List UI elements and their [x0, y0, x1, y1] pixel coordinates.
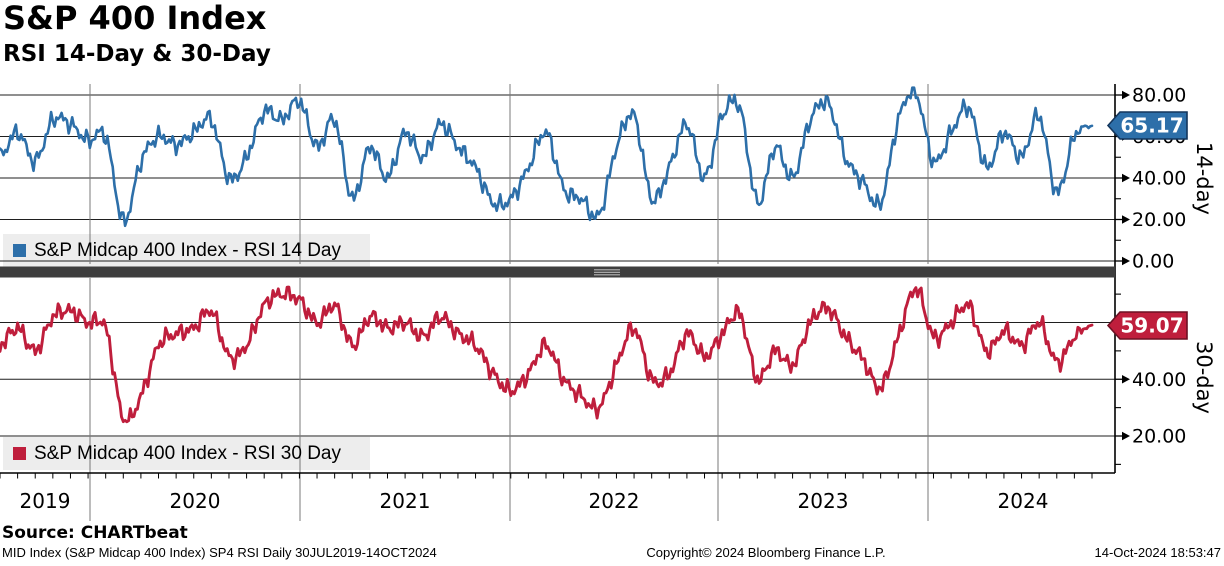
page-subtitle: RSI 14-Day & 30-Day — [3, 41, 271, 67]
legend-rsi30[interactable]: S&P Midcap 400 Index - RSI 30 Day — [3, 437, 370, 470]
series-line-rsi30 — [0, 285, 1094, 424]
y-tick-label: 20.00 — [1132, 426, 1186, 448]
legend-swatch-rsi14-icon — [13, 244, 26, 257]
y-tick-arrow-icon — [1122, 90, 1130, 100]
year-label: 2019 — [20, 489, 71, 513]
year-label: 2022 — [589, 489, 640, 513]
year-label: 2024 — [998, 489, 1049, 513]
y-tick-arrow-icon — [1122, 375, 1130, 384]
legend-label-rsi14: S&P Midcap 400 Index - RSI 14 Day — [34, 239, 341, 261]
panel-axis-label-30day: 30-day — [1192, 341, 1216, 414]
footer-copyright: Copyright© 2024 Bloomberg Finance L.P. — [646, 545, 886, 560]
panel-divider[interactable] — [0, 266, 1115, 278]
page-title: S&P 400 Index — [3, 0, 267, 37]
legend-label-rsi30: S&P Midcap 400 Index - RSI 30 Day — [34, 442, 341, 464]
y-tick-arrow-icon — [1122, 173, 1130, 183]
y-tick-arrow-icon — [1122, 215, 1130, 224]
y-tick-arrow-icon — [1122, 256, 1130, 266]
y-tick-label: 20.00 — [1132, 209, 1186, 231]
year-label: 2020 — [170, 489, 221, 513]
last-value-rsi14: 65.17 — [1120, 114, 1183, 138]
footer-timestamp: 14-Oct-2024 18:53:47 — [1094, 545, 1221, 560]
panel-axis-label-14day: 14-day — [1192, 142, 1216, 215]
year-label: 2021 — [380, 489, 431, 513]
y-tick-label: 80.00 — [1132, 85, 1186, 107]
source-label: Source: CHARTbeat — [2, 523, 188, 543]
footer-ticker-info: MID Index (S&P Midcap 400 Index) SP4 RSI… — [2, 545, 437, 560]
y-tick-label: 0.00 — [1132, 251, 1174, 273]
series-line-rsi14 — [0, 86, 1094, 228]
year-label: 2023 — [798, 489, 849, 513]
last-value-rsi30: 59.07 — [1120, 314, 1183, 338]
y-tick-arrow-icon — [1122, 431, 1130, 441]
last-value-tag-rsi14: 65.17 — [1106, 111, 1188, 140]
last-value-tag-rsi30: 59.07 — [1106, 311, 1188, 340]
y-tick-label: 40.00 — [1132, 369, 1186, 391]
legend-swatch-rsi30-icon — [13, 447, 26, 460]
legend-rsi14[interactable]: S&P Midcap 400 Index - RSI 14 Day — [3, 234, 370, 267]
y-tick-label: 40.00 — [1132, 168, 1186, 190]
legend-bg — [3, 437, 370, 470]
